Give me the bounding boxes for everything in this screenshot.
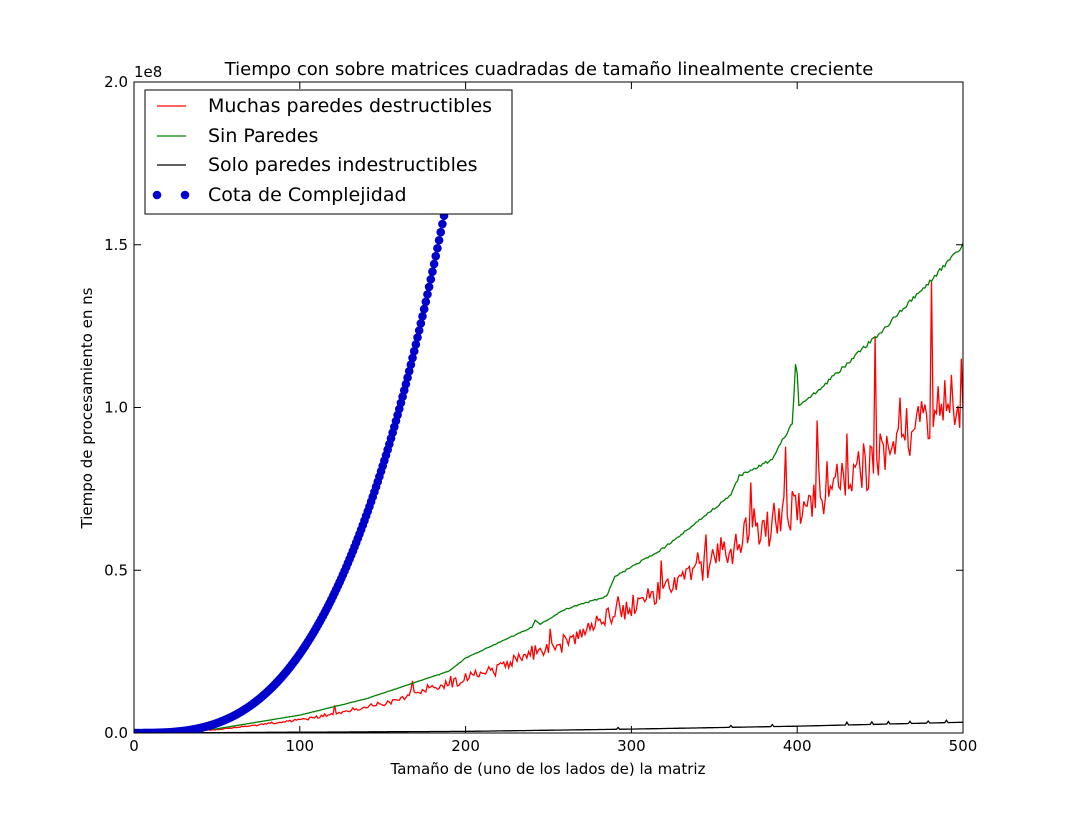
y-tick-label: 0.5 (104, 561, 128, 579)
y-offset-label: 1e8 (134, 63, 162, 81)
complexity-point (436, 227, 446, 237)
legend-marker (152, 190, 162, 200)
y-tick-label: 2.0 (104, 73, 128, 91)
legend-entry-label: Muchas paredes destructibles (208, 95, 492, 117)
complexity-point (414, 326, 424, 335)
plot-series-layer (134, 186, 963, 733)
complexity-point (434, 235, 444, 245)
complexity-point (408, 353, 417, 363)
complexity-point (419, 304, 429, 314)
legend-entry-label: Sin Paredes (208, 125, 318, 147)
x-tick-label: 200 (451, 737, 480, 755)
complexity-point (428, 267, 437, 277)
complexity-point (421, 297, 431, 307)
legend-entry-label: Cota de Complejidad (208, 184, 407, 206)
complexity-point (404, 366, 414, 376)
complexity-point (403, 373, 412, 382)
x-axis-label: Tamaño de (uno de los lados de) la matri… (390, 760, 706, 778)
axes-layer: 0 100 200 300 400 500 0.0 0.5 1.0 1.5 2.0 (104, 73, 977, 755)
y-axis-label: Tiempo de procesamiento en ns (78, 287, 96, 529)
x-tick-label: 500 (949, 737, 978, 755)
complexity-point (409, 346, 419, 356)
complexity-point (423, 290, 432, 299)
complexity-point (413, 333, 422, 342)
legend: Muchas paredes destructibles Sin Paredes S… (144, 89, 513, 215)
x-tick-label: 300 (617, 737, 646, 755)
solo-indestructibles-line (134, 719, 963, 733)
x-tick-label: 400 (783, 737, 812, 755)
muchas-paredes-line (134, 280, 963, 733)
legend-marker (180, 190, 190, 200)
y-tick-label: 1.0 (104, 399, 128, 417)
complexity-point (406, 360, 416, 369)
x-tick-label: 100 (285, 737, 314, 755)
cota-complejidad-markers (134, 186, 454, 733)
y-tick-label: 1.5 (104, 236, 128, 254)
complexity-point (431, 251, 441, 261)
y-tick-label: 0.0 (104, 724, 128, 742)
complexity-point (418, 312, 427, 321)
sin-paredes-line (134, 243, 963, 733)
complexity-point (438, 219, 447, 229)
legend-frame (144, 89, 513, 215)
chart-title: Tiempo con sobre matrices cuadradas de t… (224, 59, 874, 80)
complexity-point (426, 275, 436, 284)
legend-entry-label: Solo paredes indestructibles (208, 154, 477, 176)
complexity-point (429, 259, 439, 269)
complexity-point (411, 340, 421, 349)
x-tick-label: 0 (129, 737, 139, 755)
complexity-point (416, 319, 426, 328)
complexity-point (433, 243, 442, 253)
complexity-point (424, 282, 434, 292)
